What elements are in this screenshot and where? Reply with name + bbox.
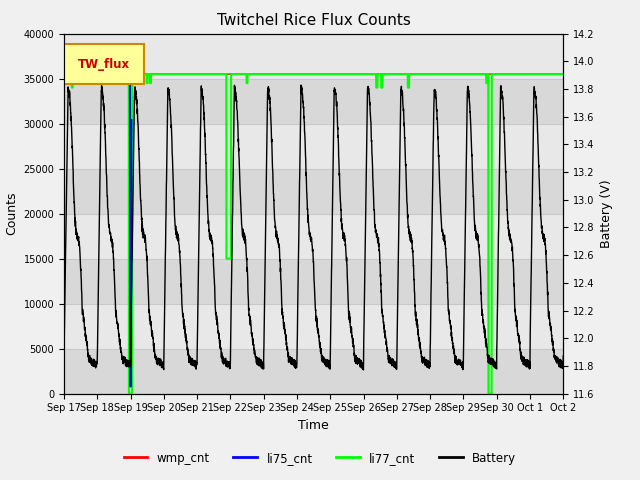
Bar xyxy=(64,348,563,394)
Legend: wmp_cnt, li75_cnt, li77_cnt, Battery: wmp_cnt, li75_cnt, li77_cnt, Battery xyxy=(119,447,521,469)
Bar xyxy=(64,168,563,214)
Bar xyxy=(64,123,563,168)
Y-axis label: Counts: Counts xyxy=(5,192,18,235)
Bar xyxy=(64,259,563,303)
X-axis label: Time: Time xyxy=(298,419,329,432)
Bar xyxy=(64,303,563,348)
Bar xyxy=(64,79,563,123)
Text: TW_flux: TW_flux xyxy=(78,58,130,71)
Y-axis label: Battery (V): Battery (V) xyxy=(600,180,613,248)
Title: Twitchel Rice Flux Counts: Twitchel Rice Flux Counts xyxy=(217,13,410,28)
Bar xyxy=(64,214,563,259)
Bar xyxy=(64,34,563,79)
FancyBboxPatch shape xyxy=(64,44,144,84)
